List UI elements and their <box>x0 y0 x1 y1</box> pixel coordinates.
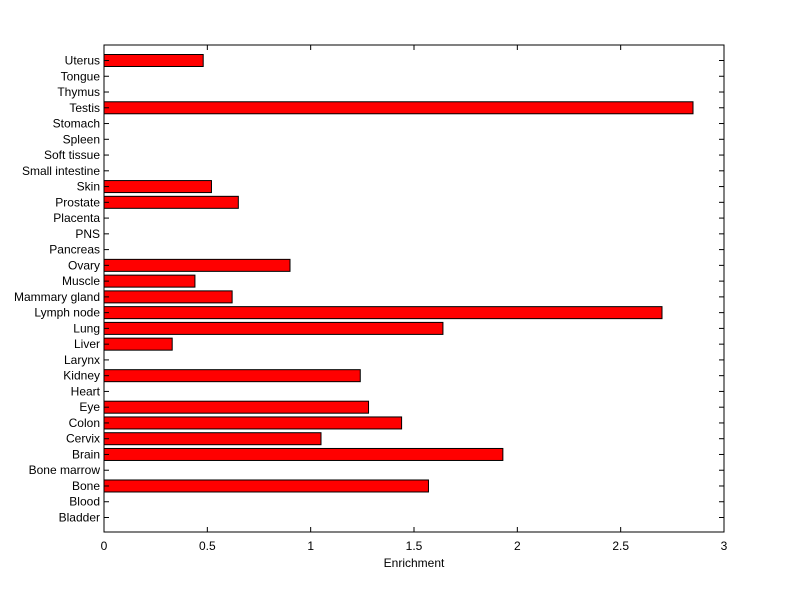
x-tick-label: 0.5 <box>199 539 216 553</box>
y-tick-label: Placenta <box>53 211 100 225</box>
y-tick-label: Testis <box>69 101 100 115</box>
bar <box>103 321 444 335</box>
x-axis-ticks: 0 0.5 1 1.5 2 2.5 3 <box>101 45 728 553</box>
bar <box>103 337 173 351</box>
bar <box>103 416 403 430</box>
y-tick-label: Bladder <box>59 511 100 525</box>
y-tick-label: Tongue <box>61 69 101 83</box>
y-tick-label: Small intestine <box>22 164 100 178</box>
x-axis-label: Enrichment <box>384 556 445 570</box>
bar <box>103 369 361 383</box>
bar <box>103 400 370 414</box>
y-tick-label: Lung <box>73 321 100 335</box>
y-tick-label: Eye <box>79 400 100 414</box>
y-tick-label: Prostate <box>55 195 100 209</box>
x-tick-label: 1.5 <box>406 539 423 553</box>
y-tick-label: Liver <box>74 337 100 351</box>
y-tick-label: Stomach <box>53 117 100 131</box>
bar <box>103 258 291 272</box>
y-tick-label: Muscle <box>62 274 100 288</box>
x-tick-label: 2.5 <box>612 539 629 553</box>
bar <box>103 274 196 288</box>
y-tick-label: Lymph node <box>34 306 100 320</box>
y-tick-label: Spleen <box>63 132 100 146</box>
y-tick-label: Bone marrow <box>29 463 101 477</box>
bar <box>103 306 663 320</box>
bar <box>103 54 204 67</box>
bar <box>103 290 233 304</box>
bar <box>103 447 504 461</box>
x-tick-label: 1 <box>307 539 314 553</box>
y-tick-label: Kidney <box>63 369 100 383</box>
bar <box>103 195 239 209</box>
bar <box>103 432 322 446</box>
bars-group <box>103 54 694 493</box>
y-tick-label: Pancreas <box>49 243 100 257</box>
y-tick-label: Larynx <box>64 353 100 367</box>
y-tick-label: Cervix <box>66 432 100 446</box>
y-tick-label: Blood <box>69 495 100 509</box>
bar <box>103 101 694 115</box>
y-tick-label: Ovary <box>68 258 100 272</box>
y-tick-label: Colon <box>69 416 100 430</box>
x-tick-label: 2 <box>514 539 521 553</box>
bar <box>103 479 429 493</box>
y-tick-label: Brain <box>72 447 100 461</box>
x-tick-label: 3 <box>721 539 728 553</box>
y-tick-label: PNS <box>75 227 100 241</box>
y-tick-label: Heart <box>71 384 101 398</box>
y-tick-label: Bone <box>72 479 100 493</box>
y-tick-label: Skin <box>77 180 100 194</box>
y-tick-label: Mammary gland <box>14 290 100 304</box>
y-tick-label: Thymus <box>57 85 100 99</box>
x-tick-label: 0 <box>101 539 108 553</box>
bar <box>103 180 212 194</box>
y-tick-label: Uterus <box>65 54 100 68</box>
y-tick-label: Soft tissue <box>44 148 100 162</box>
